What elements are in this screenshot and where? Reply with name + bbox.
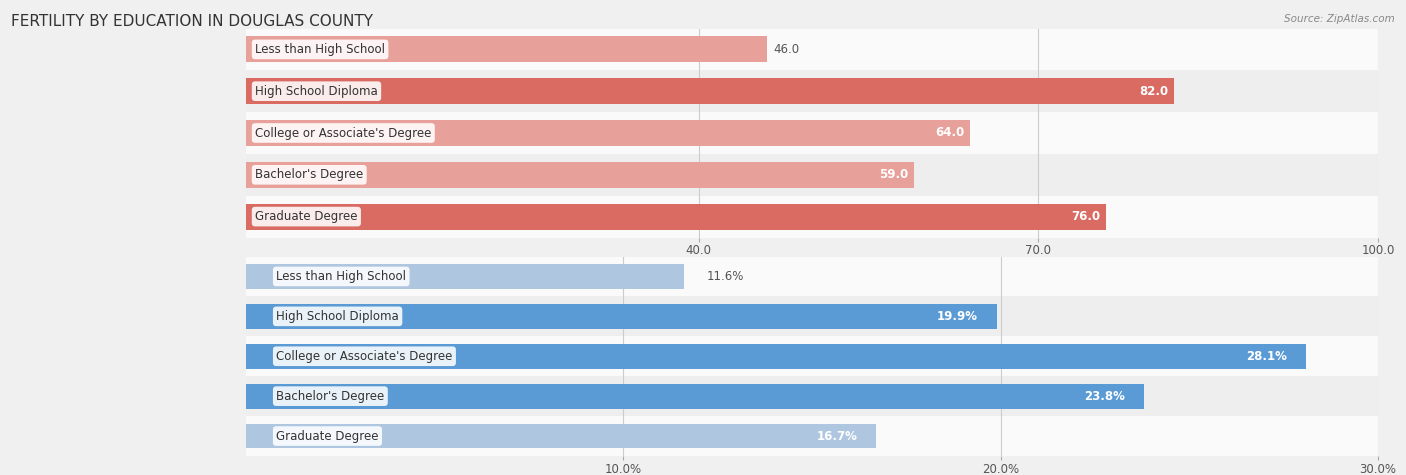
Text: High School Diploma: High School Diploma (276, 310, 399, 323)
Bar (246, 256, 1378, 296)
Text: Less than High School: Less than High School (254, 43, 385, 56)
FancyBboxPatch shape (246, 120, 970, 146)
FancyBboxPatch shape (246, 304, 997, 329)
Text: 11.6%: 11.6% (706, 270, 744, 283)
Bar (246, 196, 1378, 238)
FancyBboxPatch shape (246, 78, 1174, 104)
FancyBboxPatch shape (246, 162, 914, 188)
Text: 76.0: 76.0 (1071, 210, 1101, 223)
Bar (246, 376, 1378, 416)
Bar (246, 296, 1378, 336)
Text: College or Associate's Degree: College or Associate's Degree (276, 350, 453, 363)
FancyBboxPatch shape (246, 37, 766, 62)
Bar (246, 70, 1378, 112)
Bar (246, 28, 1378, 70)
Bar (246, 112, 1378, 154)
Text: 23.8%: 23.8% (1084, 390, 1125, 403)
Text: Source: ZipAtlas.com: Source: ZipAtlas.com (1284, 14, 1395, 24)
Text: Bachelor's Degree: Bachelor's Degree (254, 168, 363, 181)
Text: 59.0: 59.0 (879, 168, 908, 181)
Text: Graduate Degree: Graduate Degree (276, 429, 378, 443)
Text: College or Associate's Degree: College or Associate's Degree (254, 126, 432, 140)
FancyBboxPatch shape (246, 264, 683, 289)
FancyBboxPatch shape (246, 384, 1144, 408)
Text: 82.0: 82.0 (1139, 85, 1168, 98)
FancyBboxPatch shape (246, 344, 1306, 369)
Text: 46.0: 46.0 (773, 43, 800, 56)
Text: 64.0: 64.0 (935, 126, 965, 140)
Text: Graduate Degree: Graduate Degree (254, 210, 357, 223)
Text: 16.7%: 16.7% (817, 429, 858, 443)
Text: Bachelor's Degree: Bachelor's Degree (276, 390, 384, 403)
Text: High School Diploma: High School Diploma (254, 85, 378, 98)
Text: FERTILITY BY EDUCATION IN DOUGLAS COUNTY: FERTILITY BY EDUCATION IN DOUGLAS COUNTY (11, 14, 373, 29)
Text: 19.9%: 19.9% (936, 310, 979, 323)
FancyBboxPatch shape (246, 424, 876, 448)
Bar (246, 416, 1378, 456)
Text: Less than High School: Less than High School (276, 270, 406, 283)
FancyBboxPatch shape (246, 204, 1107, 229)
Bar (246, 336, 1378, 376)
Text: 28.1%: 28.1% (1247, 350, 1288, 363)
Bar (246, 154, 1378, 196)
